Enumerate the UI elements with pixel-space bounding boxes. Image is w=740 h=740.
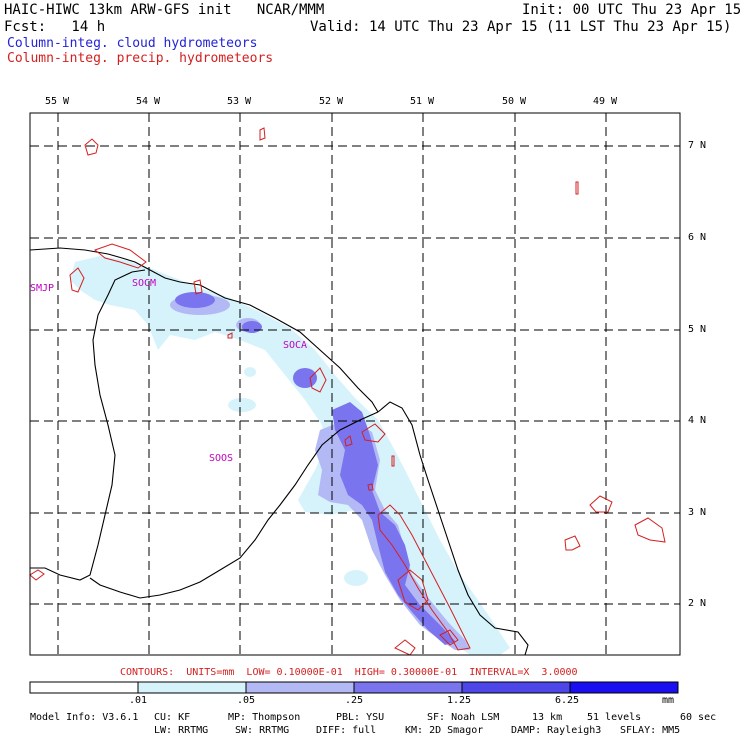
- header-forecast-hour: Fcst: 14 h: [4, 19, 106, 35]
- footer-lw: LW: RRTMG: [154, 725, 209, 736]
- lon-label: 53 W: [227, 96, 252, 107]
- lon-label: 54 W: [136, 96, 161, 107]
- footer-mp: MP: Thompson: [228, 712, 301, 723]
- lon-label: 51 W: [410, 96, 435, 107]
- header-valid-time: Valid: 14 UTC Thu 23 Apr 15 (11 LST Thu …: [310, 19, 732, 35]
- footer-km: KM: 2D Smagor: [405, 725, 484, 736]
- latlon-grid: [30, 113, 680, 655]
- lon-label: 52 W: [319, 96, 344, 107]
- footer-sw: SW: RRTMG: [235, 725, 290, 736]
- lon-label: 55 W: [45, 96, 70, 107]
- lat-label: 4 N: [688, 415, 707, 426]
- map-frame: [29, 112, 681, 656]
- lat-label: 5 N: [688, 324, 707, 335]
- header-init-time: Init: 00 UTC Thu 23 Apr 15: [522, 2, 740, 18]
- station-label: SMJP: [30, 283, 55, 294]
- lat-label: 3 N: [688, 507, 707, 518]
- lon-label: 49 W: [593, 96, 618, 107]
- footer-pbl: PBL: YSU: [336, 712, 385, 723]
- contour-info: CONTOURS: UNITS=mm LOW= 0.10000E-01 HIGH…: [120, 667, 578, 678]
- lon-label: 50 W: [502, 96, 527, 107]
- precip-contours: [30, 127, 666, 655]
- footer-diff: DIFF: full: [316, 725, 377, 736]
- station-label: SOCM: [132, 278, 157, 289]
- legend-precip-label: Column-integ. precip. hydrometeors: [7, 51, 274, 66]
- coastline: [30, 247, 529, 655]
- footer-model-info: Model Info: V3.6.1: [30, 712, 139, 723]
- lat-label: 7 N: [688, 140, 707, 151]
- footer-sf: SF: Noah LSM: [427, 712, 500, 723]
- header-title: HAIC-HIWC 13km ARW-GFS init NCAR/MMM: [4, 2, 325, 18]
- colorbar-tick: 1.25: [447, 695, 472, 706]
- footer-cu: CU: KF: [154, 712, 191, 723]
- cloud-field-light: [70, 256, 510, 655]
- colorbar-tick: .01: [129, 695, 148, 706]
- colorbar-tick: .25: [345, 695, 364, 706]
- footer-timestep: 60 sec: [680, 712, 717, 723]
- station-label: SOCA: [283, 340, 308, 351]
- station-label: SOOS: [209, 453, 234, 464]
- legend-cloud-label: Column-integ. cloud hydrometeors: [7, 36, 258, 51]
- lat-label: 6 N: [688, 232, 707, 243]
- footer-sflay: SFLAY: MM5: [620, 725, 681, 736]
- footer-damp: DAMP: Rayleigh3: [511, 725, 602, 736]
- footer-resolution: 13 km: [532, 712, 563, 723]
- footer-levels: 51 levels: [587, 712, 642, 723]
- lat-label: 2 N: [688, 598, 707, 609]
- colorbar-tick: .05: [237, 695, 256, 706]
- colorbar-unit: mm: [662, 695, 675, 706]
- colorbar-tick: 6.25: [555, 695, 580, 706]
